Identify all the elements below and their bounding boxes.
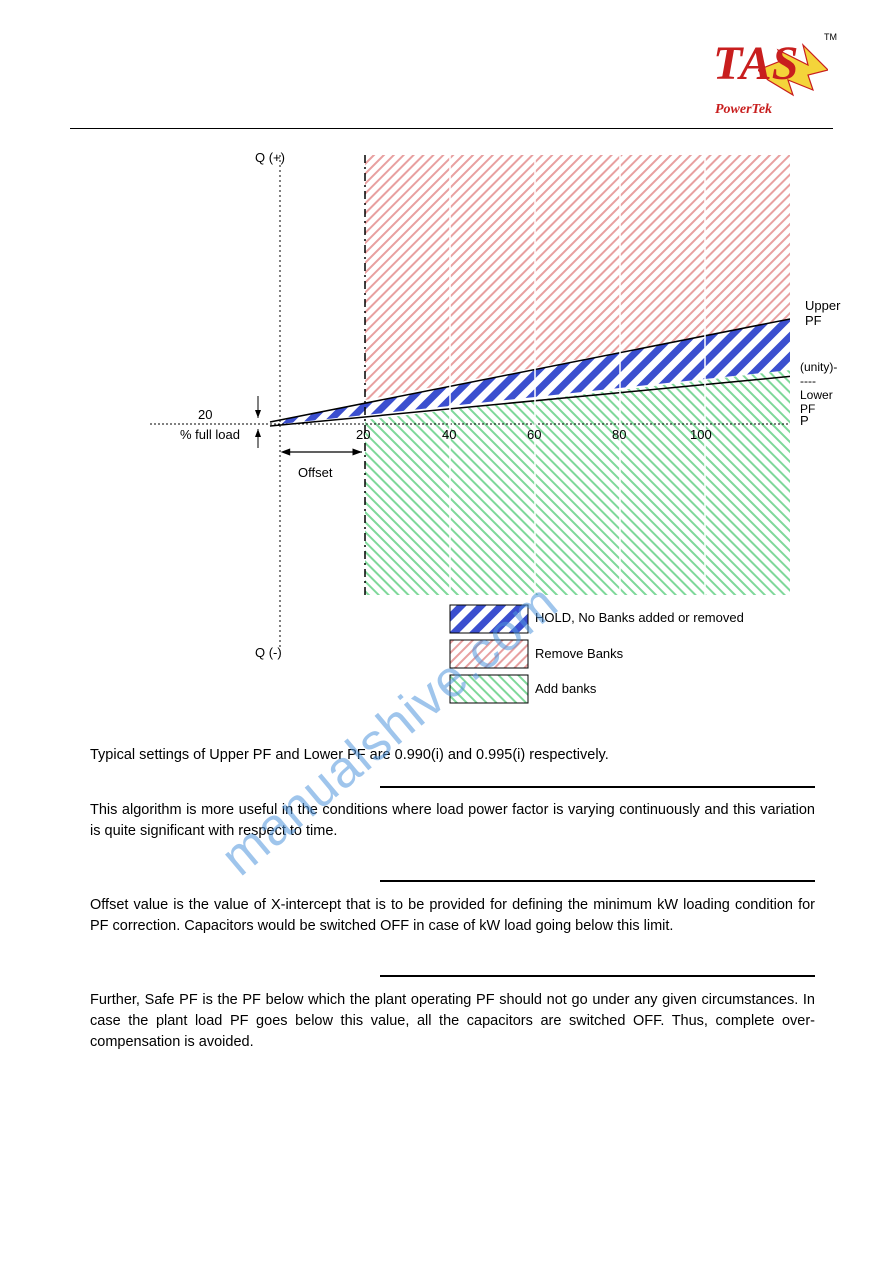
- divider-2: [380, 880, 815, 882]
- fullload-label: % full load: [180, 427, 240, 442]
- pf-band-diagram: Q (+) Q (-) P Upper PF (unity)-----Lower…: [150, 140, 790, 740]
- tick-80: 80: [612, 427, 626, 442]
- lower-pf-label: (unity)-----Lower PF: [800, 360, 837, 416]
- legend-hold: HOLD, No Banks added or removed: [535, 610, 744, 625]
- tick-100: 100: [690, 427, 712, 442]
- para-3: Offset value is the value of X-intercept…: [90, 895, 815, 937]
- tick-20: 20: [356, 427, 370, 442]
- q-minus-label: Q (-): [255, 645, 282, 660]
- upper-pf-label: Upper PF: [805, 298, 840, 328]
- para-4: Further, Safe PF is the PF below which t…: [90, 990, 815, 1053]
- page: TM TAS PowerTek: [0, 0, 893, 1263]
- logo-text: TAS: [713, 40, 833, 88]
- para-2: This algorithm is more useful in the con…: [90, 800, 815, 842]
- tick-60: 60: [527, 427, 541, 442]
- brand-logo: TM TAS PowerTek: [713, 40, 833, 120]
- divider-1: [380, 786, 815, 788]
- legend-add: Add banks: [535, 681, 596, 696]
- divider-3: [380, 975, 815, 977]
- legend-remove: Remove Banks: [535, 646, 623, 661]
- tick-20-left: 20: [198, 407, 212, 422]
- offset-label: Offset: [298, 465, 332, 480]
- tick-40: 40: [442, 427, 456, 442]
- q-plus-label: Q (+): [255, 150, 285, 165]
- logo-subtext: PowerTek: [715, 102, 772, 118]
- para-1: Typical settings of Upper PF and Lower P…: [90, 745, 790, 766]
- header-rule: [70, 128, 833, 129]
